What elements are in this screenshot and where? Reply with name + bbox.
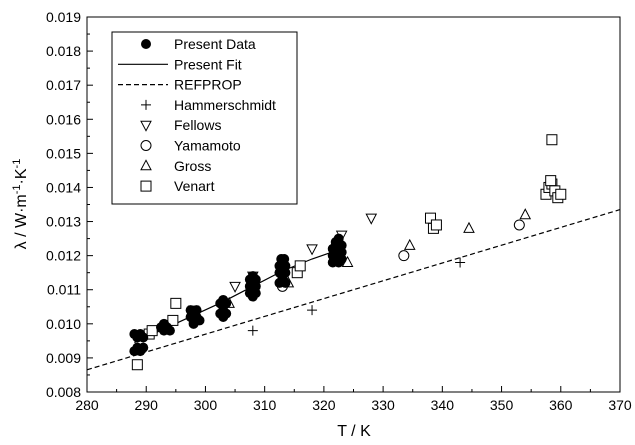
yamamoto-point bbox=[398, 250, 410, 262]
legend-venart: Venart bbox=[140, 178, 215, 194]
legend-label: Present Fit bbox=[174, 56, 242, 72]
legend-label: Venart bbox=[174, 178, 215, 194]
present-data-point bbox=[333, 233, 344, 244]
x-axis: 280 290 300 310 320 330 340 350 360 370 bbox=[75, 386, 632, 413]
legend-yamamoto: Yamamoto bbox=[140, 138, 241, 154]
yamamoto-point bbox=[513, 219, 525, 231]
x-tick-label: 300 bbox=[194, 397, 218, 413]
legend-label: REFPROP bbox=[174, 77, 242, 93]
x-tick-label: 360 bbox=[549, 397, 573, 413]
venart-point bbox=[146, 325, 158, 337]
venart-point bbox=[545, 175, 557, 187]
present-data-point bbox=[138, 342, 149, 353]
legend-hammerschmidt: Hammerschmidt bbox=[141, 97, 276, 113]
x-tick-label: 280 bbox=[75, 397, 99, 413]
x-tick-label: 330 bbox=[371, 397, 395, 413]
legend-fellows: Fellows bbox=[140, 117, 221, 133]
venart-point bbox=[555, 188, 567, 200]
legend-triangle-down-symbol bbox=[140, 120, 152, 132]
y-tick-label: 0.015 bbox=[46, 145, 81, 161]
fellows-point bbox=[229, 281, 241, 293]
venart-point bbox=[430, 219, 442, 231]
x-tick-label: 370 bbox=[608, 397, 632, 413]
y-tick-label: 0.009 bbox=[46, 350, 81, 366]
legend-circle-symbol bbox=[140, 140, 152, 151]
legend-label: Hammerschmidt bbox=[174, 97, 276, 113]
venart-point bbox=[546, 134, 558, 146]
refprop-line bbox=[86, 209, 621, 371]
legend-label: Fellows bbox=[174, 117, 221, 133]
y-tick-label: 0.012 bbox=[46, 248, 81, 264]
legend: Present Data Present Fit REFPROP Hammerschm… bbox=[111, 31, 298, 205]
venart-point bbox=[131, 359, 143, 371]
y-tick-label: 0.011 bbox=[47, 282, 81, 298]
fellows-point bbox=[365, 213, 378, 225]
present-data-point bbox=[164, 325, 175, 336]
y-tick-label: 0.008 bbox=[46, 384, 81, 400]
x-tick-label: 310 bbox=[253, 397, 277, 413]
legend-label: Present Data bbox=[174, 36, 256, 52]
legend-filled-circle-symbol bbox=[141, 39, 151, 49]
present-data-point bbox=[221, 308, 232, 319]
plot-area: 280 290 300 310 320 330 340 350 360 370 0.0080.00… bbox=[46, 9, 632, 413]
y-tick-label: 0.019 bbox=[46, 9, 81, 25]
gross-point bbox=[519, 208, 532, 220]
venart-point bbox=[170, 297, 182, 309]
x-tick-label: 290 bbox=[135, 397, 159, 413]
y-tick-label: 0.014 bbox=[46, 179, 81, 195]
x-tick-label: 320 bbox=[312, 397, 336, 413]
x-axis-label: T / K bbox=[337, 423, 371, 440]
legend-square-symbol bbox=[140, 180, 152, 192]
legend-label: Yamamoto bbox=[174, 138, 241, 154]
series-layer bbox=[86, 134, 621, 371]
hammerschmidt-point bbox=[307, 305, 318, 316]
gross-point bbox=[403, 238, 416, 250]
y-axis-label: λ / W·m-1·K-1 bbox=[11, 159, 30, 250]
x-tick-label: 350 bbox=[490, 397, 514, 413]
y-tick-label: 0.013 bbox=[46, 214, 81, 230]
present-data-point bbox=[279, 254, 290, 265]
venart-point bbox=[294, 260, 306, 272]
y-tick-label: 0.017 bbox=[46, 77, 81, 93]
legend-refprop: REFPROP bbox=[118, 77, 242, 93]
y-tick-label: 0.018 bbox=[46, 43, 81, 59]
legend-present-data: Present Data bbox=[141, 36, 256, 52]
legend-gross: Gross bbox=[140, 158, 211, 174]
legend-frame bbox=[111, 31, 298, 205]
present-data-point bbox=[191, 305, 202, 316]
legend-plus-symbol bbox=[141, 99, 151, 110]
hammerschmidt-point bbox=[455, 257, 466, 268]
y-tick-label: 0.010 bbox=[46, 316, 81, 332]
legend-triangle-up-symbol bbox=[140, 159, 152, 171]
x-tick-label: 340 bbox=[431, 397, 455, 413]
present-data-point bbox=[158, 318, 169, 329]
legend-label: Gross bbox=[174, 158, 211, 174]
venart-point bbox=[167, 314, 179, 326]
gross-point bbox=[463, 221, 475, 233]
present-data-point bbox=[138, 332, 149, 343]
present-data-point bbox=[188, 318, 199, 329]
y-axis: 0.008 0.009 0.010 0.011 0.012 0.013 0.014 0.015… bbox=[46, 9, 93, 400]
present-data-point bbox=[247, 271, 258, 282]
legend-present-fit: Present Fit bbox=[118, 56, 242, 72]
hammerschmidt-point bbox=[247, 325, 258, 336]
y-tick-label: 0.016 bbox=[46, 111, 81, 127]
present-data-point bbox=[218, 294, 229, 305]
fellows-point bbox=[306, 244, 318, 256]
